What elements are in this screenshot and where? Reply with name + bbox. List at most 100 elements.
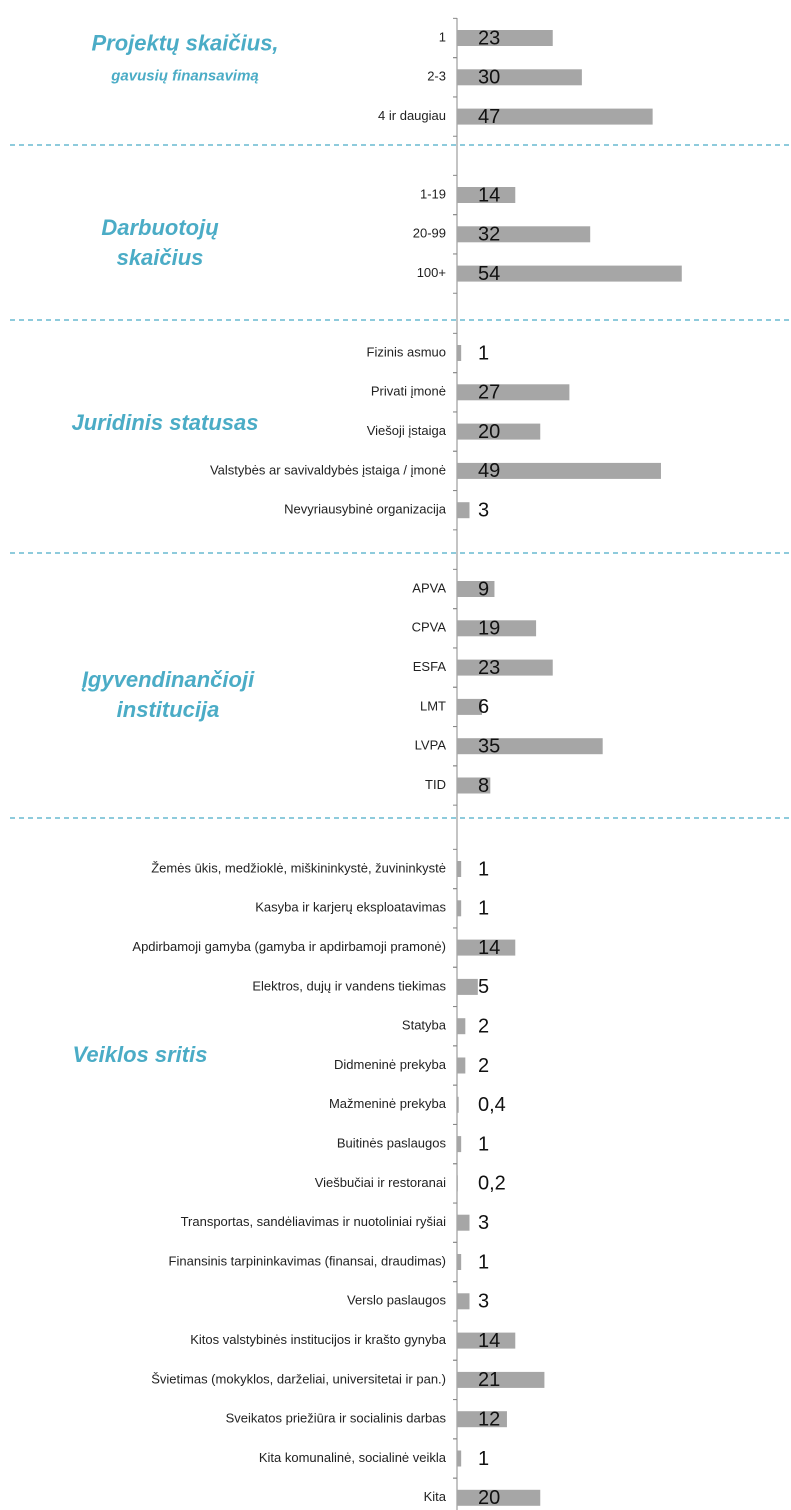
bar: [457, 187, 516, 203]
bar: [457, 1096, 459, 1113]
value-label: 1: [478, 858, 489, 880]
category-label: Švietimas (mokyklos, darželiai, universi…: [151, 1371, 446, 1386]
value-label: 32: [478, 224, 500, 246]
category-label: 100+: [417, 265, 446, 280]
value-label: 19: [478, 618, 500, 640]
group-title-text: Veiklos sritis: [72, 1042, 208, 1067]
bar: [457, 738, 603, 755]
value-label: 1: [478, 898, 489, 920]
category-label: Viešbučiai ir restoranai: [315, 1175, 446, 1190]
category-label: Sveikatos priežiūra ir socialinis darbas: [226, 1411, 447, 1426]
bar: [457, 384, 570, 401]
value-label: 1: [478, 1251, 489, 1273]
value-label: 8: [478, 775, 489, 797]
category-label: Transportas, sandėliavimas ir nuotolinia…: [181, 1214, 447, 1229]
category-label: Statyba: [402, 1018, 447, 1033]
bar: [457, 900, 462, 917]
bar: [457, 1489, 541, 1506]
bar: [457, 1332, 516, 1349]
bar: [457, 226, 591, 243]
group-title: Juridinis statusas: [35, 408, 295, 438]
value-label: 35: [478, 735, 500, 757]
value-label: 54: [478, 263, 500, 285]
category-label: Valstybės ar savivaldybės įstaiga / įmon…: [210, 462, 446, 477]
bar: [457, 1411, 507, 1428]
bar: [457, 698, 482, 715]
category-label: Didmeninė prekyba: [334, 1057, 447, 1072]
category-label: LVPA: [415, 738, 447, 753]
value-label: 27: [478, 382, 500, 404]
bar: [457, 659, 553, 676]
category-label: Mažmeninė prekyba: [329, 1096, 447, 1111]
category-label: 20-99: [413, 226, 446, 241]
bar: [457, 861, 462, 877]
group-subtitle: gavusių finansavimą: [111, 67, 259, 85]
bar: [457, 581, 495, 597]
bar: [457, 1018, 466, 1035]
value-label: 0,4: [478, 1094, 506, 1116]
bar: [457, 1450, 462, 1467]
value-label: 12: [478, 1408, 500, 1430]
group-title-text: Darbuotojų skaičius: [101, 215, 219, 270]
bar: [457, 502, 470, 519]
value-label: 49: [478, 460, 500, 482]
bar: [457, 1371, 545, 1388]
value-label: 14: [478, 1330, 500, 1352]
group-title-text: Įgyvendinančioji institucija: [81, 667, 255, 722]
value-label: 2: [478, 1015, 489, 1037]
category-label: Verslo paslaugos: [347, 1293, 447, 1308]
bar: [457, 108, 653, 125]
category-label: LMT: [420, 698, 446, 713]
value-label: 3: [478, 1212, 489, 1234]
value-label: 1: [478, 1448, 489, 1470]
bar: [457, 423, 541, 440]
category-label: Privati įmonė: [371, 384, 446, 399]
value-label: 14: [478, 937, 500, 959]
category-label: Viešoji įstaiga: [367, 423, 447, 438]
group-title: Darbuotojų skaičius: [75, 213, 245, 273]
group-title: Įgyvendinančioji institucija: [53, 665, 283, 725]
value-label: 30: [478, 67, 500, 89]
value-label: 1: [478, 1133, 489, 1155]
value-label: 9: [478, 578, 489, 600]
bar: [457, 1136, 462, 1153]
category-label: Kasyba ir karjerų eksploatavimas: [255, 900, 446, 915]
bar: [457, 462, 661, 479]
category-label: Buitinės paslaugos: [337, 1136, 447, 1151]
category-label: Kita: [424, 1489, 447, 1504]
category-label: Kitos valstybinės institucijos ir krašto…: [190, 1332, 447, 1347]
category-label: Nevyriausybinė organizacija: [284, 502, 447, 517]
group-title: Projektų skaičius, gavusių finansavimą: [85, 29, 285, 92]
category-label: 1-19: [420, 186, 446, 201]
category-label: Elektros, dujų ir vandens tiekimas: [252, 978, 446, 993]
value-label: 20: [478, 1487, 500, 1509]
bar: [457, 69, 582, 86]
value-label: 3: [478, 1291, 489, 1313]
bar: [457, 939, 516, 956]
group-title-text: Juridinis statusas: [71, 410, 259, 435]
value-label: 3: [478, 499, 489, 521]
bar: [457, 265, 682, 282]
value-label: 21: [478, 1369, 500, 1391]
bar: [457, 345, 462, 361]
group-title: Veiklos sritis: [10, 1040, 270, 1070]
bar: [457, 30, 553, 46]
value-label: 6: [478, 696, 489, 718]
category-label: 2-3: [427, 69, 446, 84]
category-label: Fizinis asmuo: [367, 344, 446, 359]
category-label: Kita komunalinė, socialinė veikla: [259, 1450, 447, 1465]
bar: [457, 1057, 466, 1074]
bar: [457, 1293, 470, 1310]
value-label: 1: [478, 342, 489, 364]
category-label: APVA: [412, 580, 446, 595]
bar: [457, 1214, 470, 1231]
bar: [457, 777, 491, 794]
category-label: 1: [439, 29, 446, 44]
category-label: ESFA: [413, 659, 447, 674]
value-label: 23: [478, 657, 500, 679]
category-label: TID: [425, 777, 446, 792]
category-label: CPVA: [412, 620, 447, 635]
bar: [457, 1175, 458, 1192]
